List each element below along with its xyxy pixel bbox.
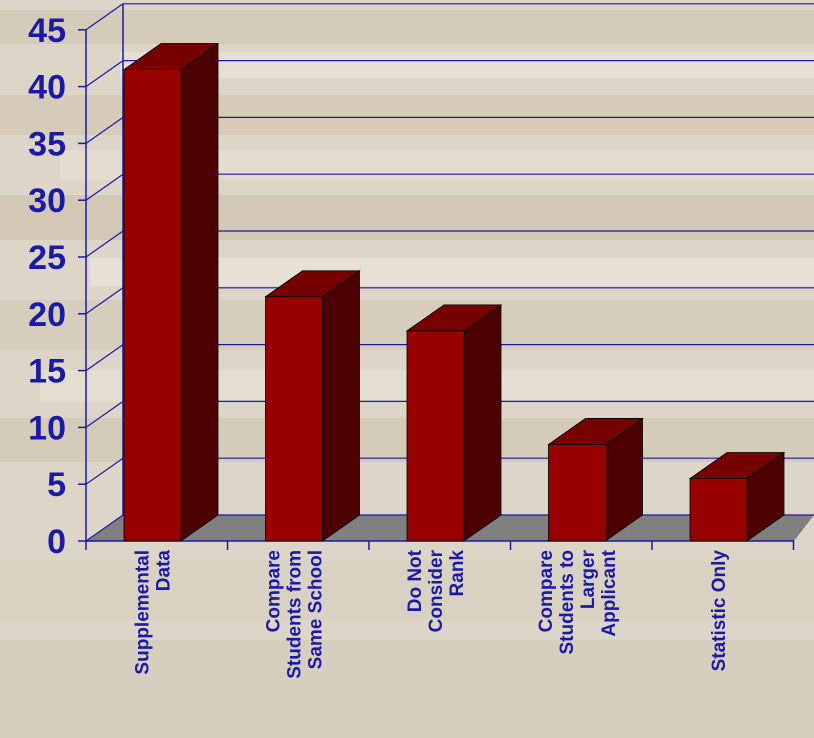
x-category-label: Students from [285, 550, 306, 679]
bar-front [265, 296, 323, 542]
gridline-depth [85, 344, 124, 372]
gridline-depth [85, 514, 124, 542]
gridline-depth [85, 60, 124, 88]
bar-front [548, 444, 606, 542]
gridline-depth [85, 457, 124, 485]
x-category-label: Same School [306, 550, 327, 669]
x-category-label: Larger [578, 549, 599, 609]
bar-front [123, 69, 182, 542]
x-category-label: Consider [426, 549, 447, 632]
x-category-label: Supplemental [133, 550, 154, 675]
y-tick-label: 0 [47, 523, 66, 561]
bar-side [463, 304, 502, 542]
x-category-label: Compare [536, 550, 557, 632]
y-tick-labels: 0 5 10 15 20 25 30 35 40 45 [28, 12, 66, 561]
bar-front [689, 478, 748, 542]
y-tick-label: 30 [28, 182, 66, 220]
y-tick-label: 10 [28, 409, 66, 447]
bar-side [180, 42, 219, 542]
gridline-depth [85, 287, 124, 315]
gridline-depth [85, 3, 124, 31]
gridline-depth [85, 230, 124, 258]
x-category-label: Data [154, 550, 175, 592]
x-category-label: Statistic Only [709, 550, 730, 672]
gridline-depth [85, 400, 124, 428]
bar [122, 42, 220, 542]
bar-front [406, 330, 465, 542]
gridline-depth [85, 116, 124, 144]
y-tick-label: 40 [28, 69, 66, 107]
y-tick-label: 15 [28, 353, 66, 391]
y-tick-label: 25 [28, 239, 66, 277]
bar [405, 304, 503, 542]
y-tick-label: 20 [28, 296, 66, 334]
bars [122, 42, 786, 542]
x-category-labels: Supplemental Data Compare Students from Same… [133, 549, 731, 678]
y-tick-label: 35 [28, 125, 66, 163]
bar [547, 417, 644, 542]
y-tick-label: 45 [28, 12, 66, 50]
x-category-label: Compare [264, 550, 285, 632]
x-category-label: Students to [557, 550, 578, 655]
gridline-depth [85, 173, 124, 201]
x-category-label: Rank [447, 550, 468, 597]
y-tick-label: 5 [47, 466, 66, 504]
bar-side [322, 269, 360, 542]
gridlines [85, 3, 814, 542]
bar [688, 451, 786, 542]
x-category-label: Do Not [405, 549, 426, 612]
bar [264, 269, 361, 542]
x-category-label: Applicant [599, 549, 620, 636]
